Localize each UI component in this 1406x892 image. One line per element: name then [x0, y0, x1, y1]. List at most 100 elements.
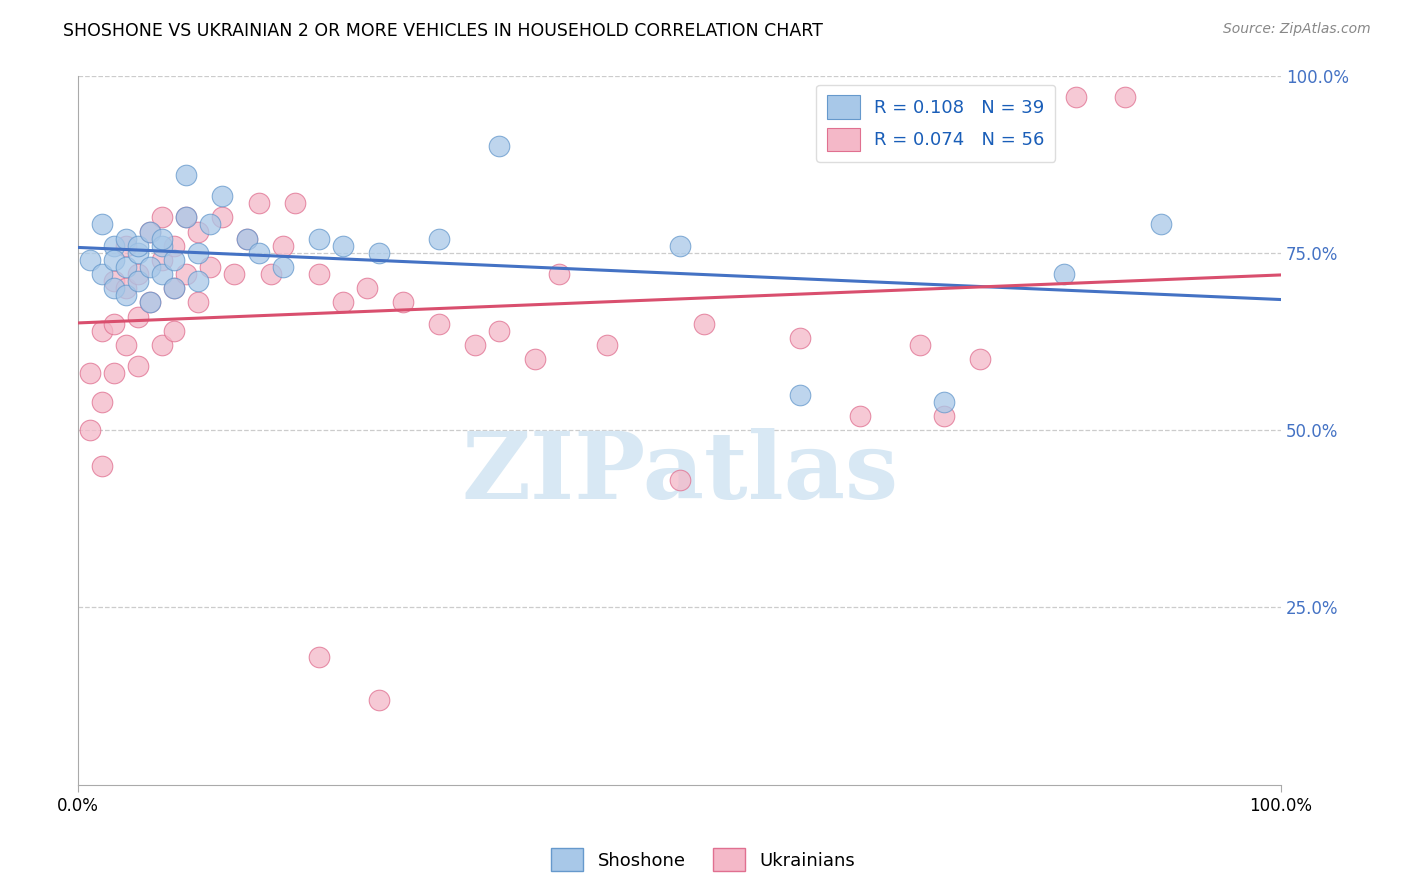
Point — [103, 238, 125, 252]
Point — [332, 238, 354, 252]
Point — [103, 317, 125, 331]
Point — [1150, 218, 1173, 232]
Point — [150, 211, 173, 225]
Point — [163, 281, 186, 295]
Point — [692, 317, 714, 331]
Point — [934, 394, 956, 409]
Point — [247, 196, 270, 211]
Point — [247, 245, 270, 260]
Point — [103, 252, 125, 267]
Point — [548, 267, 571, 281]
Point — [150, 338, 173, 352]
Point — [367, 245, 389, 260]
Point — [1053, 267, 1076, 281]
Point — [668, 238, 690, 252]
Point — [908, 338, 931, 352]
Point — [1029, 90, 1052, 104]
Point — [115, 232, 138, 246]
Point — [308, 650, 330, 665]
Point — [224, 267, 246, 281]
Point — [187, 274, 209, 288]
Point — [596, 338, 619, 352]
Point — [200, 218, 222, 232]
Point — [356, 281, 378, 295]
Point — [103, 281, 125, 295]
Point — [308, 267, 330, 281]
Point — [91, 324, 114, 338]
Point — [524, 352, 547, 367]
Point — [969, 352, 991, 367]
Point — [211, 211, 233, 225]
Point — [1066, 90, 1088, 104]
Point — [115, 281, 138, 295]
Point — [427, 317, 450, 331]
Point — [668, 473, 690, 487]
Point — [163, 281, 186, 295]
Point — [163, 324, 186, 338]
Point — [79, 423, 101, 437]
Point — [187, 245, 209, 260]
Point — [464, 338, 486, 352]
Point — [127, 274, 149, 288]
Point — [139, 225, 162, 239]
Point — [271, 238, 294, 252]
Point — [127, 310, 149, 324]
Point — [187, 225, 209, 239]
Text: ZIPatlas: ZIPatlas — [461, 427, 898, 517]
Point — [163, 252, 186, 267]
Point — [127, 359, 149, 374]
Point — [235, 232, 257, 246]
Point — [176, 168, 198, 182]
Point — [392, 295, 415, 310]
Point — [200, 260, 222, 274]
Point — [934, 409, 956, 423]
Point — [127, 245, 149, 260]
Point — [271, 260, 294, 274]
Point — [91, 218, 114, 232]
Point — [127, 238, 149, 252]
Point — [176, 211, 198, 225]
Point — [176, 211, 198, 225]
Point — [91, 267, 114, 281]
Point — [427, 232, 450, 246]
Point — [79, 367, 101, 381]
Point — [91, 458, 114, 473]
Legend: Shoshone, Ukrainians: Shoshone, Ukrainians — [543, 841, 863, 879]
Text: Source: ZipAtlas.com: Source: ZipAtlas.com — [1223, 22, 1371, 37]
Point — [849, 409, 872, 423]
Point — [789, 387, 811, 401]
Point — [308, 232, 330, 246]
Point — [139, 295, 162, 310]
Point — [103, 274, 125, 288]
Point — [150, 267, 173, 281]
Point — [488, 139, 510, 153]
Point — [115, 238, 138, 252]
Point — [488, 324, 510, 338]
Point — [176, 267, 198, 281]
Point — [115, 260, 138, 274]
Text: SHOSHONE VS UKRAINIAN 2 OR MORE VEHICLES IN HOUSEHOLD CORRELATION CHART: SHOSHONE VS UKRAINIAN 2 OR MORE VEHICLES… — [63, 22, 823, 40]
Point — [235, 232, 257, 246]
Legend: R = 0.108   N = 39, R = 0.074   N = 56: R = 0.108 N = 39, R = 0.074 N = 56 — [817, 85, 1056, 161]
Point — [163, 238, 186, 252]
Point — [211, 189, 233, 203]
Point — [332, 295, 354, 310]
Point — [150, 252, 173, 267]
Point — [127, 267, 149, 281]
Point — [91, 394, 114, 409]
Point — [150, 232, 173, 246]
Point — [284, 196, 307, 211]
Point — [139, 225, 162, 239]
Point — [150, 238, 173, 252]
Point — [115, 288, 138, 302]
Point — [1114, 90, 1136, 104]
Point — [139, 295, 162, 310]
Point — [103, 367, 125, 381]
Point — [789, 331, 811, 345]
Point — [79, 252, 101, 267]
Point — [187, 295, 209, 310]
Point — [259, 267, 281, 281]
Point — [367, 692, 389, 706]
Point — [139, 260, 162, 274]
Point — [115, 338, 138, 352]
